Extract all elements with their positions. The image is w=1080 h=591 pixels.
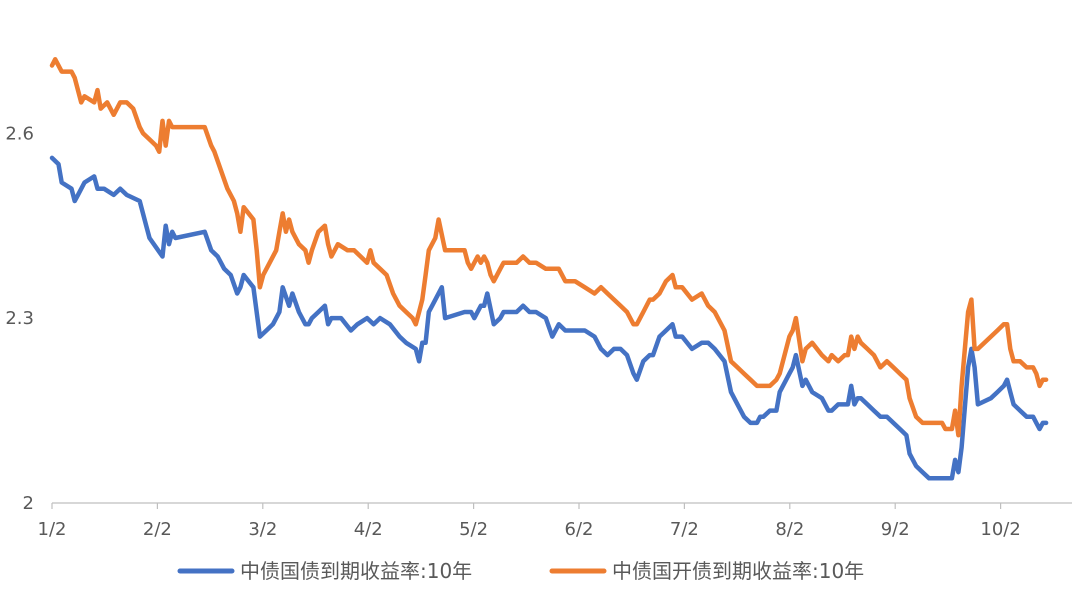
x-tick-label: 9/2	[881, 519, 910, 540]
x-tick-label: 10/2	[980, 519, 1020, 540]
x-tick-label: 6/2	[565, 519, 594, 540]
x-tick-label: 2/2	[143, 519, 172, 540]
legend: 中债国债到期收益率:10年 中债国开债到期收益率:10年	[177, 559, 864, 583]
x-tick-label: 5/2	[459, 519, 488, 540]
y-axis-ticks: 2 2.3 2.6	[5, 123, 34, 514]
legend-label-series-1: 中债国开债到期收益率:10年	[612, 559, 864, 583]
series-line-1	[49, 57, 1049, 438]
x-tick-label: 1/2	[38, 519, 67, 540]
x-axis-ticks: 1/2 2/2 3/2 4/2 5/2 6/2 7/2 8/2 9/2 10/2	[38, 503, 1021, 540]
legend-label-series-0: 中债国债到期收益率:10年	[240, 559, 472, 583]
x-tick-label: 4/2	[354, 519, 383, 540]
y-tick-label: 2.6	[5, 123, 34, 144]
series-line-0	[49, 155, 1049, 481]
y-tick-label: 2	[23, 493, 34, 514]
y-tick-label: 2.3	[5, 308, 34, 329]
series-layer	[49, 57, 1049, 481]
x-tick-label: 8/2	[775, 519, 804, 540]
x-tick-label: 3/2	[248, 519, 277, 540]
x-tick-label: 7/2	[670, 519, 699, 540]
